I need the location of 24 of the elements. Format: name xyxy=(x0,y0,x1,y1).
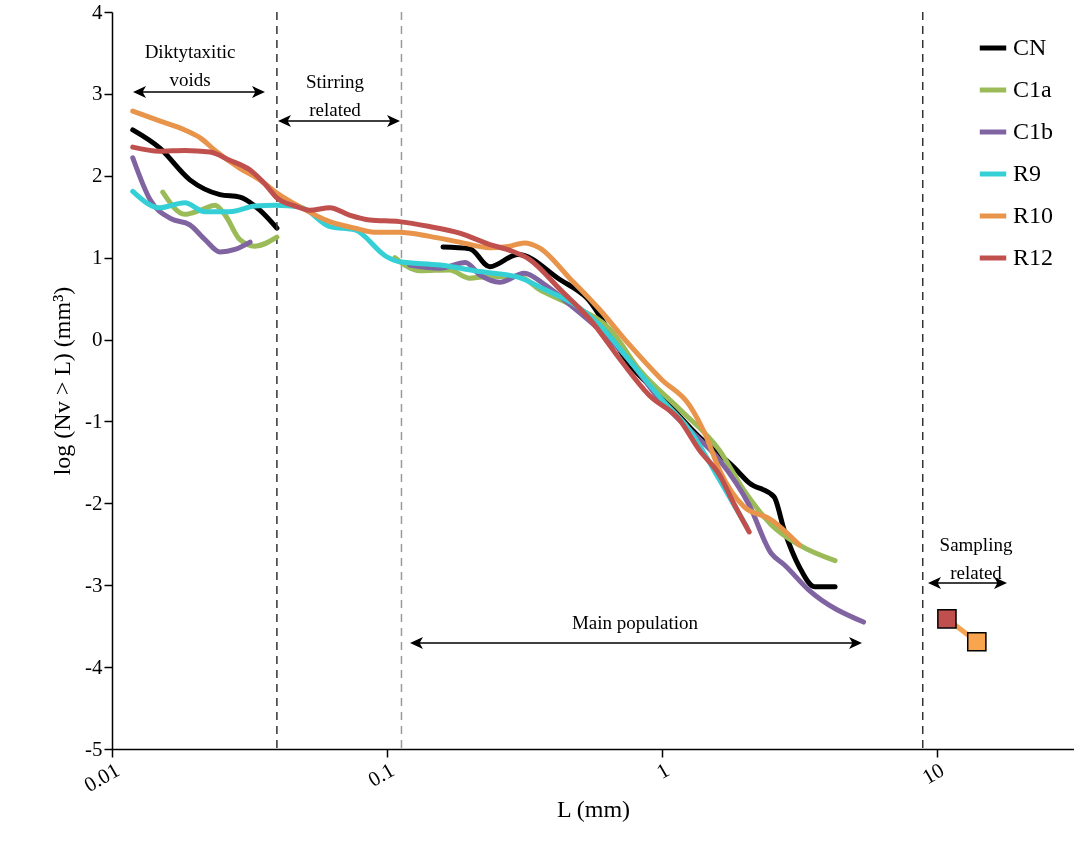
annotation: Main population xyxy=(571,612,699,633)
y-tick-label: -4 xyxy=(85,654,103,679)
y-tick-label: 4 xyxy=(92,0,103,24)
x-axis-title: L (mm) xyxy=(556,796,631,823)
x-tick-label: 10 xyxy=(917,757,949,790)
x-tick-label: 1 xyxy=(652,757,674,784)
y-tick-label: 2 xyxy=(92,163,103,188)
annotation: Diktytaxitic voids xyxy=(144,41,236,90)
y-tick-label: 3 xyxy=(92,81,103,106)
y-tick-label: -2 xyxy=(85,490,103,515)
legend-label: C1a xyxy=(1013,76,1053,102)
annotation: Stirring related xyxy=(305,71,365,120)
x-tick-label: 0.1 xyxy=(363,757,399,792)
legend-label: R10 xyxy=(1013,202,1054,228)
legend-label: R9 xyxy=(1013,160,1042,186)
legend-label: R12 xyxy=(1013,244,1054,270)
annotation: Sampling related xyxy=(939,534,1013,583)
y-axis-title: log (Nv > L) (mm³) xyxy=(49,286,76,476)
y-tick-label: -1 xyxy=(85,408,103,433)
legend-label: CN xyxy=(1013,34,1047,60)
y-tick-label: 1 xyxy=(92,245,103,270)
y-tick-label: -3 xyxy=(85,572,103,597)
legend-label: C1b xyxy=(1013,118,1054,144)
y-tick-label: 0 xyxy=(92,327,103,352)
